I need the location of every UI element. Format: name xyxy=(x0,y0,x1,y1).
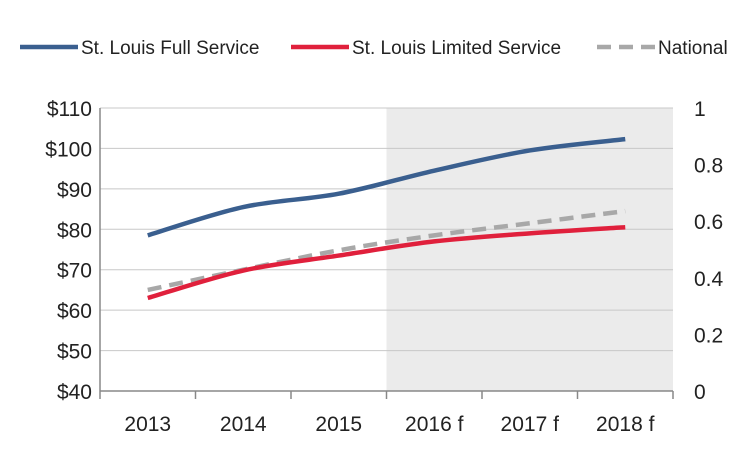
left-tick-label: $70 xyxy=(57,260,92,283)
x-tick-label: 2017 f xyxy=(501,413,560,436)
left-tick-label: $50 xyxy=(57,341,92,364)
series-line-st-louis-limited-service xyxy=(147,225,626,301)
forecast-shading xyxy=(386,108,673,391)
legend: St. Louis Full Service St. Louis Limited … xyxy=(20,38,728,59)
left-tick-label: $90 xyxy=(57,179,92,202)
series-line-national xyxy=(147,208,626,293)
right-axis-ticks: 0 0.2 0.4 0.6 0.8 1 xyxy=(694,98,724,404)
right-tick-label: 0 xyxy=(694,381,706,404)
right-tick-label: 0.4 xyxy=(694,268,724,291)
legend-label-national: National xyxy=(658,38,728,59)
legend-label-st-louis-limited-service: St. Louis Limited Service xyxy=(352,38,561,59)
x-tick-label: 2013 xyxy=(124,413,171,436)
x-tick-label: 2016 f xyxy=(405,413,464,436)
left-tick-label: $40 xyxy=(57,381,92,404)
x-tick-label: 2018 f xyxy=(596,413,655,436)
right-tick-label: 1 xyxy=(694,98,706,121)
axes xyxy=(99,108,674,399)
right-tick-label: 0.8 xyxy=(694,155,723,178)
left-tick-label: $110 xyxy=(47,98,92,121)
x-axis-ticks: 2013 2014 2015 2016 f 2017 f 2018 f xyxy=(124,413,654,436)
x-tick-label: 2014 xyxy=(220,413,267,436)
series-line-st-louis-full-service xyxy=(147,136,626,238)
right-tick-label: 0.6 xyxy=(694,211,723,234)
right-tick-label: 0.2 xyxy=(694,324,723,347)
gridlines xyxy=(100,107,673,352)
left-tick-label: $80 xyxy=(57,219,92,242)
left-axis-ticks: $40 $50 $60 $70 $80 $90 $100 $110 xyxy=(45,98,92,404)
left-tick-label: $60 xyxy=(57,300,92,323)
series-lines xyxy=(147,136,626,301)
x-tick-label: 2015 xyxy=(315,413,362,436)
legend-label-st-louis-full-service: St. Louis Full Service xyxy=(81,38,259,59)
left-tick-label: $100 xyxy=(45,138,92,161)
